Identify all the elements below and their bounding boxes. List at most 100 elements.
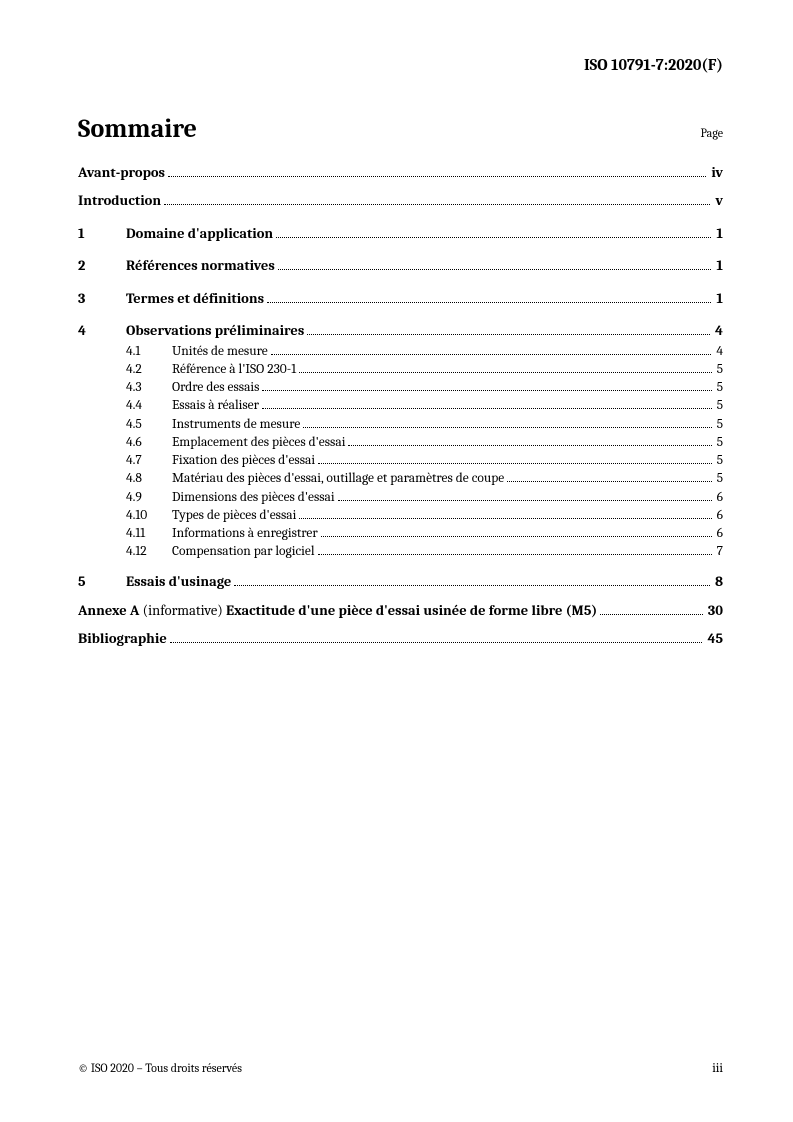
toc-leader: [318, 546, 712, 555]
toc-entry-page: 4: [714, 343, 723, 361]
toc-entry-number: 4.4: [126, 397, 172, 415]
page: ISO 10791-7:2020(F) Sommaire Page Avant-…: [0, 0, 793, 1122]
toc-entry-page: 5: [715, 397, 723, 415]
page-column-label: Page: [701, 126, 723, 140]
toc-entry-page: iv: [709, 162, 723, 184]
page-footer: © ISO 2020 – Tous droits réservés iii: [78, 1061, 723, 1076]
toc-entry-number: 4.3: [126, 379, 172, 397]
toc-entry-number: 1: [78, 223, 126, 245]
toc-leader: [318, 455, 711, 464]
toc-entry-label: Informations à enregistrer: [172, 525, 318, 543]
toc-entry-label: Types de pièces d'essai: [172, 507, 296, 525]
toc-entry-number: 4.12: [126, 543, 172, 561]
toc-entry-number: 4.2: [126, 361, 172, 379]
toc-entry-number: 3: [78, 288, 126, 310]
toc-entry-page: 7: [715, 543, 723, 561]
toc-entry-label: Ordre des essais: [172, 379, 259, 397]
toc-entry-subsection[interactable]: 4.6Emplacement des pièces d'essai 5: [78, 434, 723, 452]
toc-entry-label: Référence à l'ISO 230-1: [172, 361, 296, 379]
toc-entry-section[interactable]: 5Essais d'usinage 8: [78, 571, 723, 593]
toc-entry-page: 4: [713, 320, 723, 342]
toc-entry-label: Avant-propos: [78, 162, 165, 184]
toc-entry-page: 5: [715, 434, 723, 452]
toc-leader: [321, 528, 712, 537]
title-row: Sommaire Page: [78, 114, 723, 144]
toc-entry-label: Instruments de mesure: [172, 416, 300, 434]
toc-entry-number: 4.10: [126, 507, 172, 525]
toc-leader: [262, 382, 711, 391]
toc-entry-subsection[interactable]: 4.7Fixation des pièces d'essai 5: [78, 452, 723, 470]
toc-entry-label: Références normatives: [126, 255, 275, 277]
toc-entry-subsection[interactable]: 4.3Ordre des essais 5: [78, 379, 723, 397]
toc-entry-number: 2: [78, 255, 126, 277]
toc-entry-page: 1: [714, 255, 723, 277]
toc-entry-label: Essais d'usinage: [126, 571, 231, 593]
toc-entry-subsection[interactable]: 4.10Types de pièces d'essai 6: [78, 507, 723, 525]
toc-entry-front[interactable]: Avant-propos iv: [78, 162, 723, 184]
toc-entry-page: 6: [715, 489, 723, 507]
document-id: ISO 10791-7:2020(F): [584, 56, 723, 74]
toc-entry-number: 4.8: [126, 470, 172, 488]
toc-entry-subsection[interactable]: 4.12Compensation par logiciel 7: [78, 543, 723, 561]
toc-entry-subsection[interactable]: 4.11Informations à enregistrer 6: [78, 525, 723, 543]
toc-entry-label: Bibliographie: [78, 628, 167, 650]
toc-entry-label: Matériau des pièces d'essai, outillage e…: [172, 470, 504, 488]
toc-entry-page: 5: [715, 452, 723, 470]
toc-entry-label: Emplacement des pièces d'essai: [172, 434, 345, 452]
toc-leader: [507, 473, 711, 482]
toc-entry-page: 1: [714, 223, 723, 245]
toc-leader: [267, 293, 711, 303]
toc-leader: [170, 633, 703, 643]
toc-entry-section[interactable]: 1Domaine d'application1: [78, 223, 723, 245]
toc-leader: [271, 345, 712, 354]
toc-entry-page: 1: [714, 288, 723, 310]
toc-entry-label: Fixation des pièces d'essai: [172, 452, 315, 470]
toc-entry-bibliography[interactable]: Bibliographie45: [78, 628, 723, 650]
toc-entry-subsection[interactable]: 4.1Unités de mesure 4: [78, 343, 723, 361]
toc-entry-subsection[interactable]: 4.4Essais à réaliser 5: [78, 397, 723, 415]
toc-leader: [276, 228, 711, 238]
toc-entry-number: 4: [78, 320, 126, 342]
toc-entry-page: v: [713, 190, 723, 212]
toc-entry-section[interactable]: 3Termes et définitions 1: [78, 288, 723, 310]
page-number: iii: [712, 1061, 723, 1076]
toc-leader: [168, 167, 706, 177]
toc-entry-subsection[interactable]: 4.9Dimensions des pièces d'essai6: [78, 489, 723, 507]
toc-entry-section[interactable]: 4Observations préliminaires4: [78, 320, 723, 342]
toc-entry-subsection[interactable]: 4.5Instruments de mesure5: [78, 416, 723, 434]
toc-title: Sommaire: [78, 114, 197, 144]
toc-entry-number: 5: [78, 571, 126, 593]
toc-entry-annex[interactable]: Annexe A (informative) Exactitude d'une …: [78, 600, 723, 622]
table-of-contents: Avant-proposivIntroductionv1Domaine d'ap…: [78, 162, 723, 651]
toc-leader: [262, 400, 712, 409]
toc-entry-label: Domaine d'application: [126, 223, 273, 245]
toc-entry-page: 5: [715, 379, 723, 397]
toc-leader: [348, 436, 711, 445]
toc-leader: [164, 195, 710, 205]
toc-entry-label: Termes et définitions: [126, 288, 264, 310]
toc-entry-subsection[interactable]: 4.8Matériau des pièces d'essai, outillag…: [78, 470, 723, 488]
toc-entry-number: 4.7: [126, 452, 172, 470]
toc-entry-label: Unités de mesure: [172, 343, 268, 361]
toc-entry-number: 4.1: [126, 343, 172, 361]
toc-entry-page: 5: [715, 416, 723, 434]
toc-entry-label: Compensation par logiciel: [172, 543, 315, 561]
toc-entry-section[interactable]: 2Références normatives 1: [78, 255, 723, 277]
toc-entry-page: 6: [715, 525, 723, 543]
toc-entry-label: Observations préliminaires: [126, 320, 304, 342]
toc-entry-page: 8: [713, 571, 723, 593]
toc-entry-subsection[interactable]: 4.2Référence à l'ISO 230-15: [78, 361, 723, 379]
toc-entry-number: 4.11: [126, 525, 172, 543]
toc-leader: [338, 491, 712, 500]
toc-entry-label: Introduction: [78, 190, 161, 212]
toc-entry-front[interactable]: Introduction v: [78, 190, 723, 212]
toc-entry-number: 4.6: [126, 434, 172, 452]
toc-leader: [278, 260, 712, 270]
toc-leader: [299, 364, 711, 373]
toc-leader: [307, 325, 710, 335]
toc-entry-page: 5: [715, 470, 723, 488]
toc-entry-page: 30: [706, 600, 723, 622]
toc-entry-page: 6: [715, 507, 723, 525]
toc-entry-label: Essais à réaliser: [172, 397, 259, 415]
toc-entry-label: Dimensions des pièces d'essai: [172, 489, 335, 507]
